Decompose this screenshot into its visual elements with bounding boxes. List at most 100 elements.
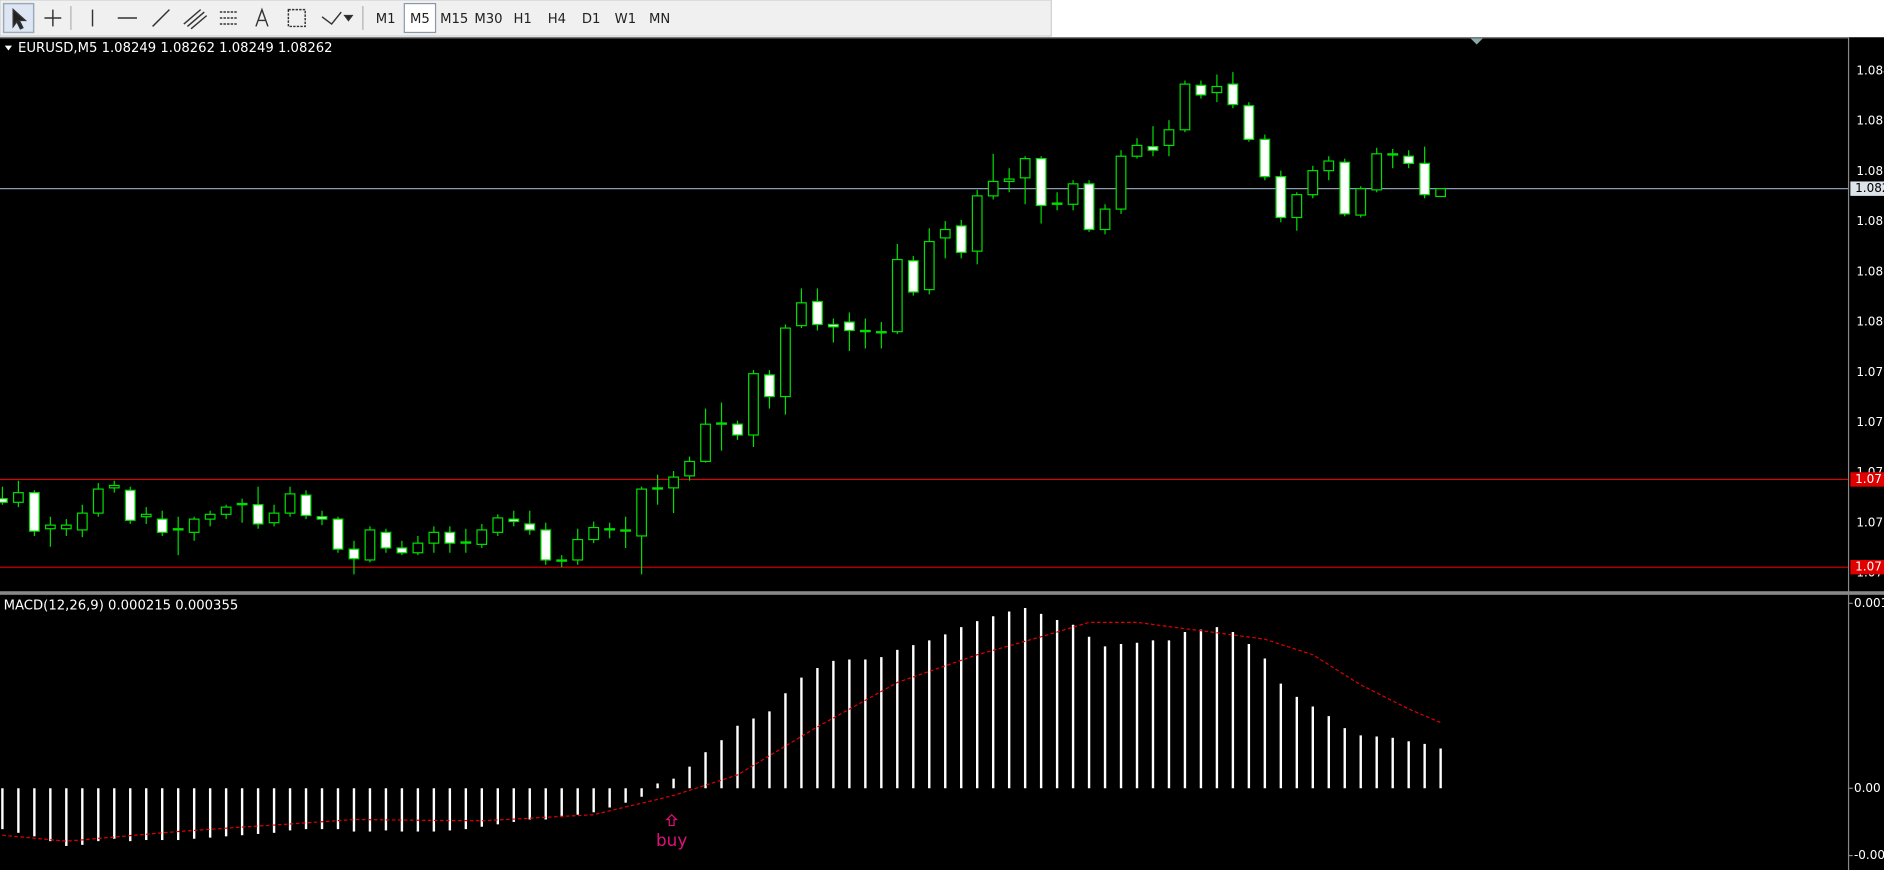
candle-body — [748, 373, 759, 436]
candle-body — [1179, 83, 1191, 131]
macd-header: MACD(12,26,9) 0.000215 0.000355 — [4, 599, 239, 614]
candle-body — [987, 180, 999, 197]
price-axis-label: 1.077 — [1856, 515, 1884, 529]
timeframe-label[interactable]: D1 — [582, 12, 601, 27]
candle-body — [492, 517, 504, 533]
timeframe-label[interactable]: M1 — [376, 12, 396, 27]
candle-body — [684, 460, 695, 477]
candle-body — [588, 526, 600, 541]
crosshair-icon[interactable] — [44, 9, 62, 27]
drawing-tools — [2, 2, 364, 34]
price-axis-label: 1.080 — [1856, 315, 1884, 329]
candle-body — [540, 529, 552, 561]
candle-body — [955, 225, 967, 253]
candle-body — [252, 504, 264, 525]
price-axis-label: 1.081 — [1856, 264, 1884, 278]
timeframe-label[interactable]: M5 — [410, 12, 430, 27]
candle-body — [28, 492, 40, 532]
candle-body — [188, 518, 200, 533]
price-axis-label: 1.083 — [1856, 114, 1884, 128]
candle-body — [668, 476, 679, 489]
candle-body — [1275, 176, 1287, 219]
candle-body — [1211, 85, 1223, 94]
candle-body — [1307, 170, 1319, 196]
label-icon[interactable] — [287, 8, 306, 28]
candle-body — [12, 492, 24, 503]
timeframe-button[interactable] — [370, 3, 402, 33]
header-arrow — [4, 45, 13, 51]
candle-body — [764, 374, 775, 398]
candle-body — [348, 548, 360, 560]
candle-body — [859, 329, 871, 333]
timeframe-label[interactable]: M15 — [440, 12, 468, 27]
timeframe-button[interactable] — [507, 3, 539, 33]
channel-icon[interactable] — [183, 9, 208, 30]
candle-body — [843, 321, 855, 332]
arrows-icon[interactable] — [321, 11, 342, 26]
timeframe-label[interactable]: H1 — [513, 12, 531, 27]
timeframe-button[interactable] — [609, 3, 642, 33]
current-price-box — [1850, 181, 1884, 196]
timeframe-label[interactable]: MN — [649, 12, 670, 27]
candle-body — [268, 512, 280, 524]
candle-body — [1163, 129, 1175, 147]
candle-body — [172, 528, 184, 531]
candle-body — [76, 512, 88, 531]
timeframe-button[interactable] — [438, 3, 470, 33]
candle-body — [1355, 188, 1367, 216]
axis-border — [1847, 37, 1850, 870]
candle-body — [140, 513, 152, 518]
timeframe-button[interactable] — [541, 3, 573, 33]
timeframe-button[interactable] — [575, 3, 607, 33]
candle-body — [1371, 153, 1383, 191]
dropdown-icon[interactable] — [343, 14, 354, 22]
timeframe-label[interactable]: H4 — [548, 12, 566, 27]
macd-axis-label: 0.00 — [1854, 781, 1881, 795]
macd-axis-label: 0.001 — [1854, 596, 1884, 610]
candle-body — [700, 423, 711, 463]
candle-body — [1435, 188, 1447, 198]
candle-body — [1291, 194, 1303, 219]
timeframe-button[interactable] — [644, 3, 676, 33]
candle-body — [108, 484, 120, 489]
candle-body — [508, 518, 520, 523]
candle-body — [444, 531, 456, 544]
candle-body — [44, 524, 56, 530]
timeframe-button[interactable] — [403, 3, 437, 34]
candle-body — [572, 538, 584, 561]
price-axis-label: 1.078 — [1856, 415, 1884, 429]
candle-body — [1403, 155, 1415, 165]
candle-body — [1035, 158, 1047, 207]
price-axis-label: 1.084 — [1856, 63, 1884, 77]
macd-signal — [2, 621, 1441, 842]
candle-body — [907, 260, 919, 293]
chart-top-border — [0, 37, 1848, 39]
candle-body — [732, 423, 743, 436]
candle-body — [1227, 83, 1239, 106]
candle-body — [332, 518, 344, 550]
candle-body — [620, 529, 632, 532]
candle-body — [204, 513, 216, 520]
price-axis-label: 1.082 — [1856, 164, 1884, 178]
candle-body — [284, 493, 296, 514]
shift-marker — [1470, 38, 1483, 45]
candle-body — [1387, 153, 1399, 156]
timeframe-button[interactable] — [472, 3, 505, 33]
text-icon[interactable] — [255, 7, 269, 27]
candle-body — [0, 498, 8, 503]
level-box — [1850, 472, 1884, 487]
candle-body — [1147, 146, 1159, 151]
trendline-icon[interactable] — [152, 9, 170, 27]
candle-body — [524, 523, 536, 531]
candle-body — [652, 487, 664, 490]
timeframe-label[interactable]: W1 — [615, 12, 636, 27]
candle-body — [60, 524, 72, 530]
timeframe-label[interactable]: M30 — [474, 12, 502, 27]
buy-arrow — [665, 813, 678, 827]
price-axis-label: 1.079 — [1856, 365, 1884, 379]
candle-body — [971, 195, 983, 252]
pane-separator — [0, 591, 1884, 595]
price-axis-label: 1.082 — [1856, 214, 1884, 228]
fibo-icon[interactable] — [219, 11, 237, 25]
